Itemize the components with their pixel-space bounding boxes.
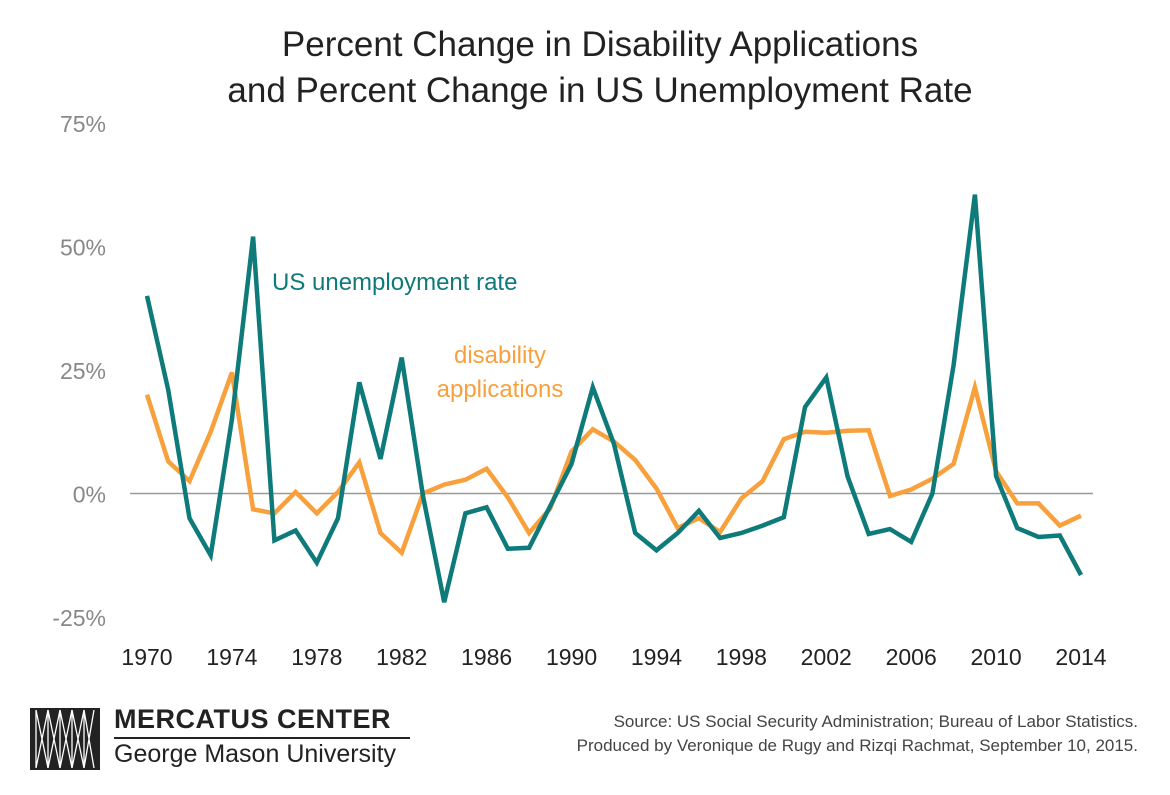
unemployment-series-label: US unemployment rate [272, 269, 517, 296]
x-tick-label: 1990 [546, 644, 597, 670]
chart-title-line2: and Percent Change in US Unemployment Ra… [227, 71, 973, 110]
x-tick-label: 2002 [801, 644, 852, 670]
source-line2: Produced by Veronique de Rugy and Rizqi … [576, 736, 1138, 755]
x-tick-label: 1994 [631, 644, 682, 670]
x-tick-label: 2010 [971, 644, 1022, 670]
y-tick-label: 25% [60, 358, 106, 384]
x-tick-label: 2014 [1055, 644, 1106, 670]
logo-divider [114, 737, 410, 739]
x-tick-label: 1970 [121, 644, 172, 670]
chart-title-line1: Percent Change in Disability Application… [281, 25, 919, 64]
source-note: Source: US Social Security Administratio… [577, 710, 1138, 758]
x-tick-label: 1998 [716, 644, 767, 670]
logo-university: George Mason University [114, 740, 397, 768]
y-tick-label: 50% [60, 235, 106, 261]
x-tick-label: 1974 [206, 644, 257, 670]
disability-series-label-line1: disability [454, 342, 546, 369]
series-lines [144, 194, 1083, 603]
unemployment-series-line [144, 194, 1083, 603]
y-axis-ticks: 75% 50% 25% 0% -25% [52, 111, 106, 631]
y-tick-label: 75% [60, 111, 106, 137]
y-tick-label: 0% [73, 482, 106, 508]
logo-name: MERCATUS CENTER [114, 704, 391, 734]
x-tick-label: 1978 [291, 644, 342, 670]
mercatus-logo: MERCATUS CENTER George Mason University [30, 700, 410, 770]
x-tick-label: 2006 [886, 644, 937, 670]
y-tick-label: -25% [52, 605, 106, 631]
chart-title: Percent Change in Disability Application… [0, 22, 1170, 114]
source-line1: Source: US Social Security Administratio… [613, 712, 1138, 731]
x-axis-ticks: 1970 1974 1978 1982 1986 1990 1994 1998 2002 2006… [121, 644, 1106, 670]
x-tick-label: 1986 [461, 644, 512, 670]
disability-series-line [144, 371, 1082, 557]
disability-series-label-line2: applications [437, 376, 564, 403]
x-tick-label: 1982 [376, 644, 427, 670]
mercatus-logo-mark-icon [30, 708, 100, 770]
